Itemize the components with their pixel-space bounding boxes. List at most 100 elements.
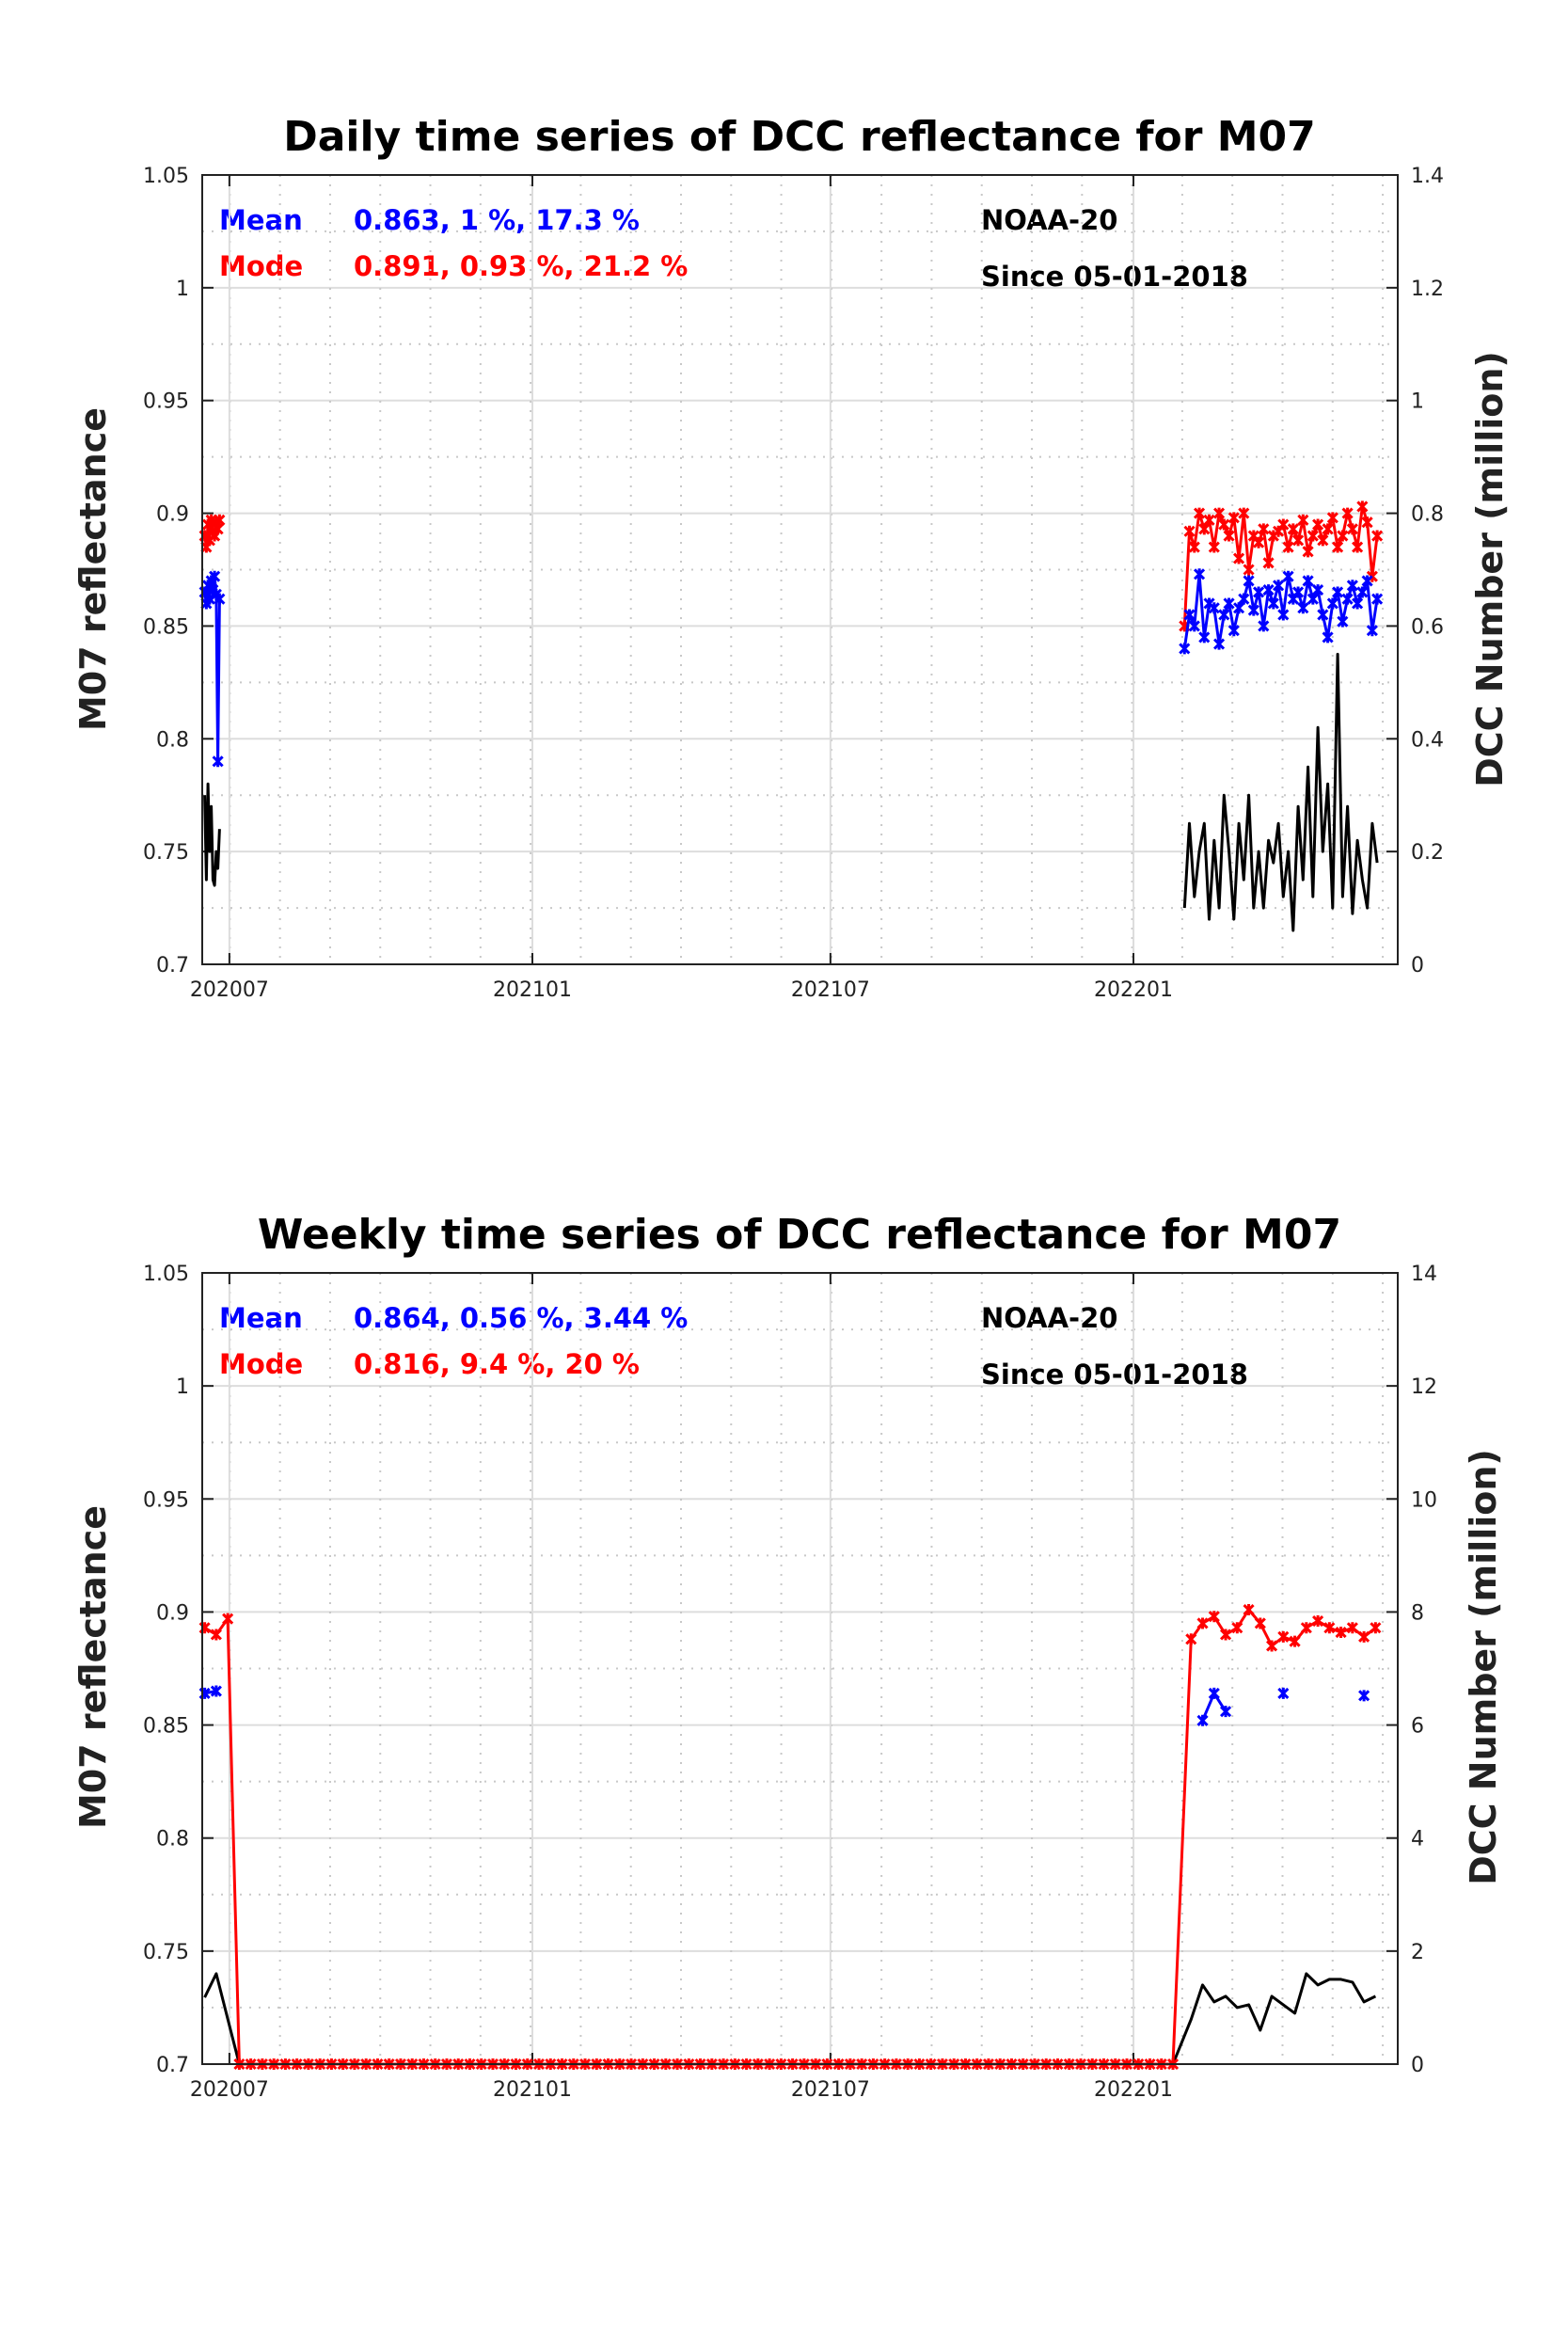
mean-point: [212, 755, 224, 768]
mode-point: [1361, 516, 1373, 529]
count-line: [203, 652, 1379, 932]
mode-point: [1188, 541, 1200, 553]
mean-point: [1346, 580, 1358, 592]
mean-point: [1247, 604, 1259, 616]
mean-point: [1212, 638, 1226, 650]
mean-point: [1292, 586, 1305, 598]
mean-point: [1193, 568, 1206, 580]
legend-mode-label: Mode: [219, 250, 303, 282]
mode-point: [1358, 1630, 1370, 1643]
mean-point: [1341, 593, 1354, 605]
y-right-tick-label: 10: [1411, 1488, 1437, 1512]
mean-point: [1356, 586, 1369, 598]
y-right-tick-label: 4: [1411, 1828, 1424, 1851]
y-axis-label-right: DCC Number (million): [1469, 351, 1511, 787]
mode-point: [1227, 512, 1240, 524]
y-tick-label: 0.8: [156, 1828, 189, 1851]
mode-point: [1266, 1640, 1278, 1652]
legend-mean-stats: 0.863, 1 %, 17.3 %: [354, 204, 640, 236]
y-tick-label: 0.7: [156, 954, 189, 977]
mode-point: [1238, 507, 1250, 519]
mean-point: [1277, 609, 1290, 621]
y-tick-label: 0.95: [143, 390, 189, 414]
chart-title: Weekly time series of DCC reflectance fo…: [258, 1211, 1341, 1259]
y-tick-label: 0.7: [156, 2054, 189, 2077]
mean-series: [198, 568, 1384, 768]
mode-point: [1253, 536, 1265, 548]
mode-point: [1335, 1626, 1347, 1639]
x-tick-label: 202201: [1094, 978, 1173, 1002]
y-tick-label: 1: [176, 1375, 189, 1399]
plot-frame: [201, 174, 1399, 965]
mode-point: [1196, 1617, 1209, 1629]
mode-point: [1282, 541, 1294, 553]
y-axis-label-right: DCC Number (million): [1463, 1449, 1504, 1885]
mode-point: [1289, 1635, 1301, 1647]
legend-mode-label: Mode: [219, 1348, 303, 1380]
mean-point: [1307, 593, 1319, 605]
mode-point: [1258, 523, 1270, 535]
daily-chart-panel: Daily time series of DCC reflectance for…: [72, 113, 1511, 1002]
mean-point: [1196, 1714, 1209, 1726]
mean-point: [1238, 593, 1250, 605]
mode-point: [1219, 1629, 1232, 1641]
y-right-tick-label: 0.6: [1411, 615, 1444, 639]
y-tick-label: 1.05: [143, 1263, 189, 1286]
mode-point: [222, 1613, 234, 1625]
mode-point: [1312, 518, 1324, 531]
y-right-tick-label: 1.2: [1411, 278, 1444, 301]
mean-point: [1326, 597, 1338, 610]
mean-point: [1352, 597, 1364, 610]
mode-point: [1352, 541, 1364, 553]
mean-point: [1218, 609, 1230, 621]
mean-point: [1208, 1687, 1220, 1699]
mean-point: [1297, 602, 1309, 614]
mean-point: [1322, 631, 1334, 644]
x-tick-label: 202107: [791, 978, 870, 1002]
mean-line: [203, 572, 1379, 763]
mode-point: [1356, 501, 1369, 513]
y-right-tick-label: 0.8: [1411, 503, 1444, 527]
mode-point: [1312, 1614, 1324, 1628]
mode-point: [1317, 534, 1329, 547]
x-tick-label: 202101: [493, 2078, 572, 2102]
y-tick-label: 1: [176, 278, 189, 301]
mode-point: [1297, 514, 1309, 526]
count-line: [203, 1972, 1377, 2066]
grid: [202, 174, 1398, 965]
x-tick-label: 202007: [190, 978, 269, 1002]
mode-point: [1346, 1622, 1358, 1634]
mode-point: [1185, 1633, 1197, 1645]
mean-point: [1277, 1687, 1290, 1699]
mode-point: [1203, 514, 1215, 526]
mode-point: [1223, 530, 1235, 542]
y-tick-label: 0.75: [143, 1941, 189, 1964]
mode-point: [1243, 564, 1255, 576]
x-tick-label: 202107: [791, 2078, 870, 2102]
y-tick-label: 0.95: [143, 1488, 189, 1512]
y-tick-label: 1.05: [143, 165, 189, 188]
mean-point: [1219, 1706, 1232, 1718]
mean-point: [210, 1685, 222, 1697]
y-tick-label: 0.85: [143, 1715, 189, 1739]
y-right-tick-label: 0: [1411, 2054, 1424, 2077]
grid: [202, 1272, 1398, 2065]
mean-point: [1317, 609, 1329, 621]
mode-point: [1183, 525, 1196, 537]
weekly-chart-panel: Weekly time series of DCC reflectance fo…: [72, 1211, 1504, 2102]
mean-point: [1232, 602, 1245, 614]
mode-point: [1370, 1622, 1382, 1634]
legend-mode-stats: 0.891, 0.93 %, 21.2 %: [354, 250, 688, 282]
mean-point: [1179, 643, 1191, 655]
mean-point: [1188, 620, 1200, 632]
y-axis-label: M07 reflectance: [72, 407, 114, 731]
y-right-tick-label: 12: [1411, 1375, 1437, 1399]
mode-point: [1302, 546, 1314, 558]
mean-point: [1282, 570, 1294, 582]
mode-point: [1323, 1622, 1336, 1634]
mode-point: [1218, 518, 1230, 531]
mode-point: [1254, 1617, 1266, 1629]
mean-point: [209, 570, 221, 582]
x-tick-label: 202007: [190, 2078, 269, 2102]
